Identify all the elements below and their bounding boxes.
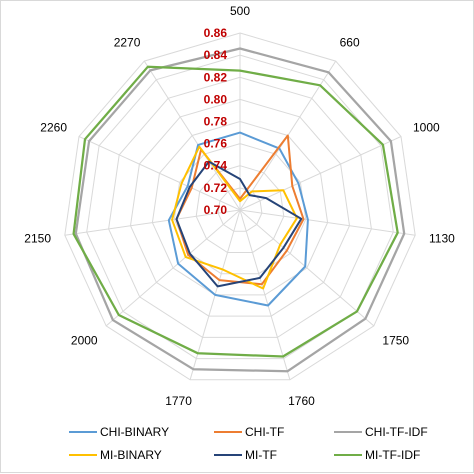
grid-ring-8 — [64, 32, 416, 381]
tick-label-7: 0.84 — [204, 48, 228, 62]
category-label-1750: 1750 — [382, 333, 409, 347]
category-label-1130: 1130 — [429, 231, 455, 245]
grid-ring-2 — [195, 165, 285, 253]
spoke-2150 — [64, 209, 241, 236]
legend-label-mi-tf-idf: MI-TF-IDF — [365, 448, 420, 462]
spoke-2260 — [78, 136, 241, 211]
category-label-1770: 1770 — [165, 394, 192, 408]
series-mi-tf-idf — [72, 65, 399, 358]
series-chi-binary — [167, 131, 309, 307]
category-label-1000: 1000 — [413, 120, 440, 134]
series-mi-tf — [175, 160, 303, 288]
tick-label-6: 0.82 — [204, 70, 228, 84]
tick-label-1: 0.72 — [204, 181, 228, 195]
series-mi-binary — [171, 145, 298, 290]
legend-label-mi-binary: MI-BINARY — [100, 448, 162, 462]
tick-label-8: 0.86 — [204, 26, 228, 40]
tick-label-5: 0.80 — [204, 92, 228, 106]
spoke-1750 — [239, 209, 375, 327]
legend-label-chi-binary: CHI-BINARY — [100, 425, 169, 439]
category-label-2000: 2000 — [71, 333, 98, 347]
legend-label-mi-tf: MI-TF — [245, 448, 277, 462]
tick-label-3: 0.76 — [204, 137, 228, 151]
grid-ring-6 — [108, 76, 372, 338]
category-label-660: 660 — [340, 36, 360, 50]
spoke-1130 — [239, 209, 416, 236]
series-chi-tf-idf — [74, 47, 406, 373]
tick-label-4: 0.78 — [204, 115, 228, 129]
category-label-2150: 2150 — [24, 231, 51, 245]
grid-ring-5 — [129, 98, 351, 317]
legend-label-chi-tf: CHI-TF — [245, 425, 284, 439]
legend-label-chi-tf-idf: CHI-TF-IDF — [365, 425, 428, 439]
category-label-2260: 2260 — [40, 120, 67, 134]
grid-ring-1 — [217, 187, 263, 232]
spoke-2000 — [105, 209, 241, 327]
spoke-2270 — [143, 60, 241, 211]
grid-ring-4 — [151, 120, 329, 296]
spoke-1760 — [239, 209, 291, 380]
category-label-500: 500 — [230, 4, 250, 18]
category-label-1760: 1760 — [288, 394, 315, 408]
tick-label-2: 0.74 — [204, 159, 228, 173]
category-label-2270: 2270 — [114, 36, 141, 50]
tick-label-0: 0.70 — [204, 203, 228, 217]
